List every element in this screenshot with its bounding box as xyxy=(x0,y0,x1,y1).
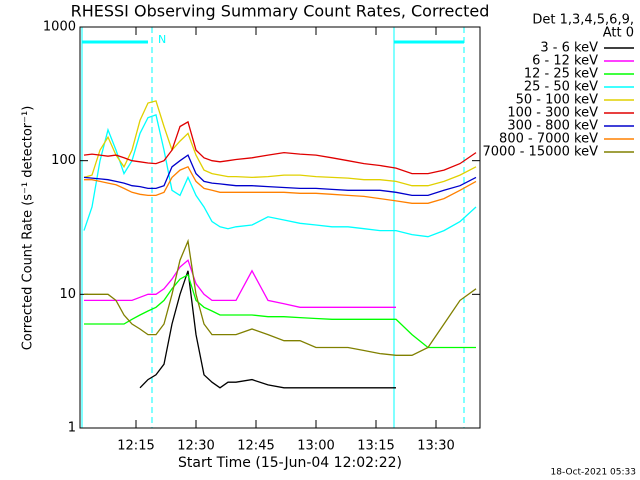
series-line xyxy=(83,100,477,187)
legend-label: 25 - 50 keV xyxy=(524,80,598,95)
night-markers xyxy=(81,27,465,428)
series-line xyxy=(139,270,396,389)
x-axis-label: Start Time (15-Jun-04 12:02:22) xyxy=(178,455,402,471)
legend-label: 7000 - 15000 keV xyxy=(483,145,599,160)
x-tick-label: 13:30 xyxy=(417,439,454,454)
legend-label: 50 - 100 keV xyxy=(516,93,599,108)
x-tick-label: 13:15 xyxy=(357,439,394,454)
legend-label: 6 - 12 keV xyxy=(532,54,598,69)
y-tick-label: 1 xyxy=(68,421,76,436)
x-tick-label: 12:30 xyxy=(177,439,214,454)
legend-label: 100 - 300 keV xyxy=(507,106,598,121)
timestamp: 18-Oct-2021 05:33 xyxy=(551,468,636,478)
annotation: N xyxy=(158,33,166,46)
legend-label: 300 - 800 keV xyxy=(507,119,598,134)
y-tick-label: 10 xyxy=(59,287,76,302)
series-line xyxy=(84,165,477,204)
x-tick-label: 13:00 xyxy=(297,439,334,454)
y-axis-label: Corrected Count Rate (s⁻¹ detector⁻¹) xyxy=(21,106,36,351)
x-tick-label: 12:45 xyxy=(237,439,274,454)
legend-header: Det 1,3,4,5,6,9, xyxy=(532,13,634,28)
series-line xyxy=(84,259,396,308)
series-line xyxy=(83,154,477,197)
legend-header: Att 0 xyxy=(603,26,634,41)
series-line xyxy=(83,120,477,175)
legend-label: 800 - 7000 keV xyxy=(499,132,598,147)
series-line xyxy=(84,238,477,356)
plot-frame xyxy=(79,26,481,429)
chart-title: RHESSI Observing Summary Count Rates, Co… xyxy=(71,2,490,21)
legend-label: 12 - 25 keV xyxy=(524,67,598,82)
y-tick-label: 1000 xyxy=(43,20,76,35)
legend-label: 3 - 6 keV xyxy=(540,41,598,56)
y-tick-label: 100 xyxy=(51,153,76,168)
x-tick-label: 12:15 xyxy=(117,439,154,454)
series-line xyxy=(83,114,477,238)
